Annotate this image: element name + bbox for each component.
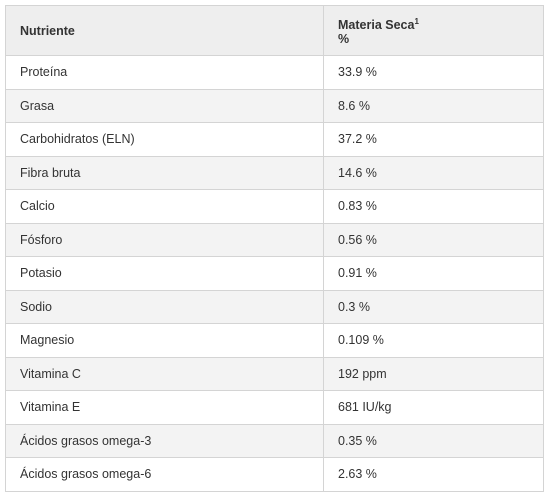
value-cell: 0.83 % <box>323 189 544 224</box>
nutrient-column-header: Nutriente <box>5 5 324 56</box>
table-row: Potasio 0.91 % <box>5 256 544 291</box>
value-cell: 8.6 % <box>323 88 544 123</box>
table-row: Magnesio 0.109 % <box>5 323 544 358</box>
table-row: Proteína 33.9 % <box>5 55 544 90</box>
value-cell: 33.9 % <box>323 55 544 90</box>
nutrient-table-container: Nutriente Materia Seca1 % Proteína 33.9 … <box>5 5 544 492</box>
value-cell: 0.56 % <box>323 222 544 257</box>
nutrient-cell: Vitamina E <box>5 390 324 425</box>
table-row: Ácidos grasos omega-6 2.63 % <box>5 457 544 492</box>
footnote-marker: 1 <box>414 16 419 26</box>
table-row: Carbohidratos (ELN) 37.2 % <box>5 122 544 157</box>
value-cell: 192 ppm <box>323 356 544 391</box>
dry-matter-header-unit: % <box>338 31 350 46</box>
table-row: Vitamina E 681 IU/kg <box>5 390 544 425</box>
nutrient-cell: Ácidos grasos omega-3 <box>5 423 324 458</box>
value-cell: 681 IU/kg <box>323 390 544 425</box>
value-cell: 0.35 % <box>323 423 544 458</box>
table-row: Fósforo 0.56 % <box>5 222 544 257</box>
table-row: Vitamina C 192 ppm <box>5 356 544 391</box>
table-row: Sodio 0.3 % <box>5 289 544 324</box>
value-cell: 0.3 % <box>323 289 544 324</box>
table-header: Nutriente Materia Seca1 % <box>5 5 544 56</box>
dry-matter-header-label: Materia Seca <box>338 17 415 32</box>
table-row: Ácidos grasos omega-3 0.35 % <box>5 423 544 458</box>
value-cell: 0.109 % <box>323 323 544 358</box>
nutrient-cell: Calcio <box>5 189 324 224</box>
header-row: Nutriente Materia Seca1 % <box>5 5 544 56</box>
nutrient-cell: Potasio <box>5 256 324 291</box>
nutrient-cell: Grasa <box>5 88 324 123</box>
nutrient-cell: Fibra bruta <box>5 155 324 190</box>
table-row: Calcio 0.83 % <box>5 189 544 224</box>
nutrient-table: Nutriente Materia Seca1 % Proteína 33.9 … <box>5 5 544 492</box>
nutrient-header-label: Nutriente <box>20 23 75 38</box>
table-row: Grasa 8.6 % <box>5 88 544 123</box>
value-cell: 2.63 % <box>323 457 544 492</box>
nutrient-cell: Sodio <box>5 289 324 324</box>
nutrient-cell: Carbohidratos (ELN) <box>5 122 324 157</box>
nutrient-cell: Ácidos grasos omega-6 <box>5 457 324 492</box>
nutrient-cell: Magnesio <box>5 323 324 358</box>
table-row: Fibra bruta 14.6 % <box>5 155 544 190</box>
table-body: Proteína 33.9 % Grasa 8.6 % Carbohidrato… <box>5 55 544 492</box>
value-cell: 37.2 % <box>323 122 544 157</box>
nutrient-cell: Proteína <box>5 55 324 90</box>
nutrient-cell: Fósforo <box>5 222 324 257</box>
value-cell: 0.91 % <box>323 256 544 291</box>
value-cell: 14.6 % <box>323 155 544 190</box>
dry-matter-column-header: Materia Seca1 % <box>323 5 544 56</box>
nutrient-cell: Vitamina C <box>5 356 324 391</box>
